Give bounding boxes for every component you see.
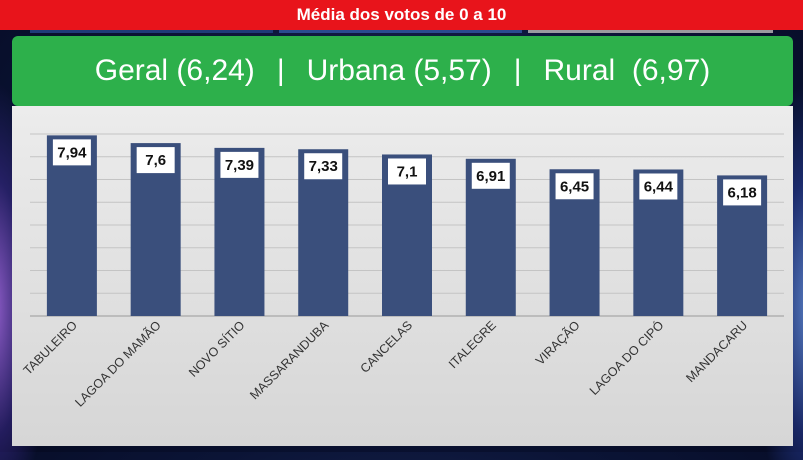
data-label: 6,91 <box>476 168 505 185</box>
data-label: 7,6 <box>145 152 166 169</box>
data-label: 7,1 <box>397 163 418 180</box>
bar-chart: 7,94 TABULEIRO 7,6 LAGOA DO MAMÃO 7,39 NOVO S… <box>21 133 784 410</box>
category-label: MANDACARU <box>683 318 750 385</box>
category-label: ITALEGRE <box>446 318 499 371</box>
data-label-box <box>220 151 259 178</box>
divider-right <box>528 30 773 33</box>
category-label: LAGOA DO MAMÃO <box>72 318 164 410</box>
data-label-box <box>388 158 426 185</box>
summary-geral: Geral (6,24) <box>94 54 255 87</box>
data-label-box <box>555 173 594 200</box>
chart-panel: 7,94 TABULEIRO 7,6 LAGOA DO MAMÃO 7,39 NOVO S… <box>12 106 793 446</box>
summary-urbana: Urbana (5,57) <box>306 54 492 87</box>
data-label: 7,33 <box>309 158 338 175</box>
data-label-box <box>471 162 510 189</box>
data-label-box <box>52 139 91 166</box>
category-label: LAGOA DO CIPÓ <box>586 317 667 398</box>
category-label: VIRAÇÃO <box>533 318 583 368</box>
divider-middle <box>279 30 522 33</box>
data-label: 6,45 <box>560 178 589 195</box>
data-label-box <box>304 153 343 180</box>
data-label: 7,94 <box>57 144 87 161</box>
page-title: Média dos votos de 0 a 10 <box>296 5 507 24</box>
divider-left <box>30 30 273 33</box>
category-label: NOVO SÍTIO <box>185 317 247 379</box>
category-label: MASSARANDUBA <box>247 318 332 403</box>
category-label: TABULEIRO <box>21 318 81 378</box>
bar <box>46 135 97 316</box>
data-label: 6,44 <box>644 178 674 195</box>
data-label: 6,18 <box>728 184 757 201</box>
data-label-box <box>136 147 175 174</box>
category-label: CANCELAS <box>358 318 416 376</box>
summary-bar: Geral (6,24) | Urbana (5,57) | Rural (6,… <box>12 36 793 106</box>
data-label-box <box>723 179 762 206</box>
title-bar: Média dos votos de 0 a 10 <box>0 0 803 30</box>
summary-rural: Rural (6,97) <box>543 54 711 87</box>
summary-separator: | <box>276 54 285 87</box>
data-label: 7,39 <box>225 157 254 174</box>
data-label-box <box>639 173 678 200</box>
summary-separator: | <box>513 54 522 87</box>
